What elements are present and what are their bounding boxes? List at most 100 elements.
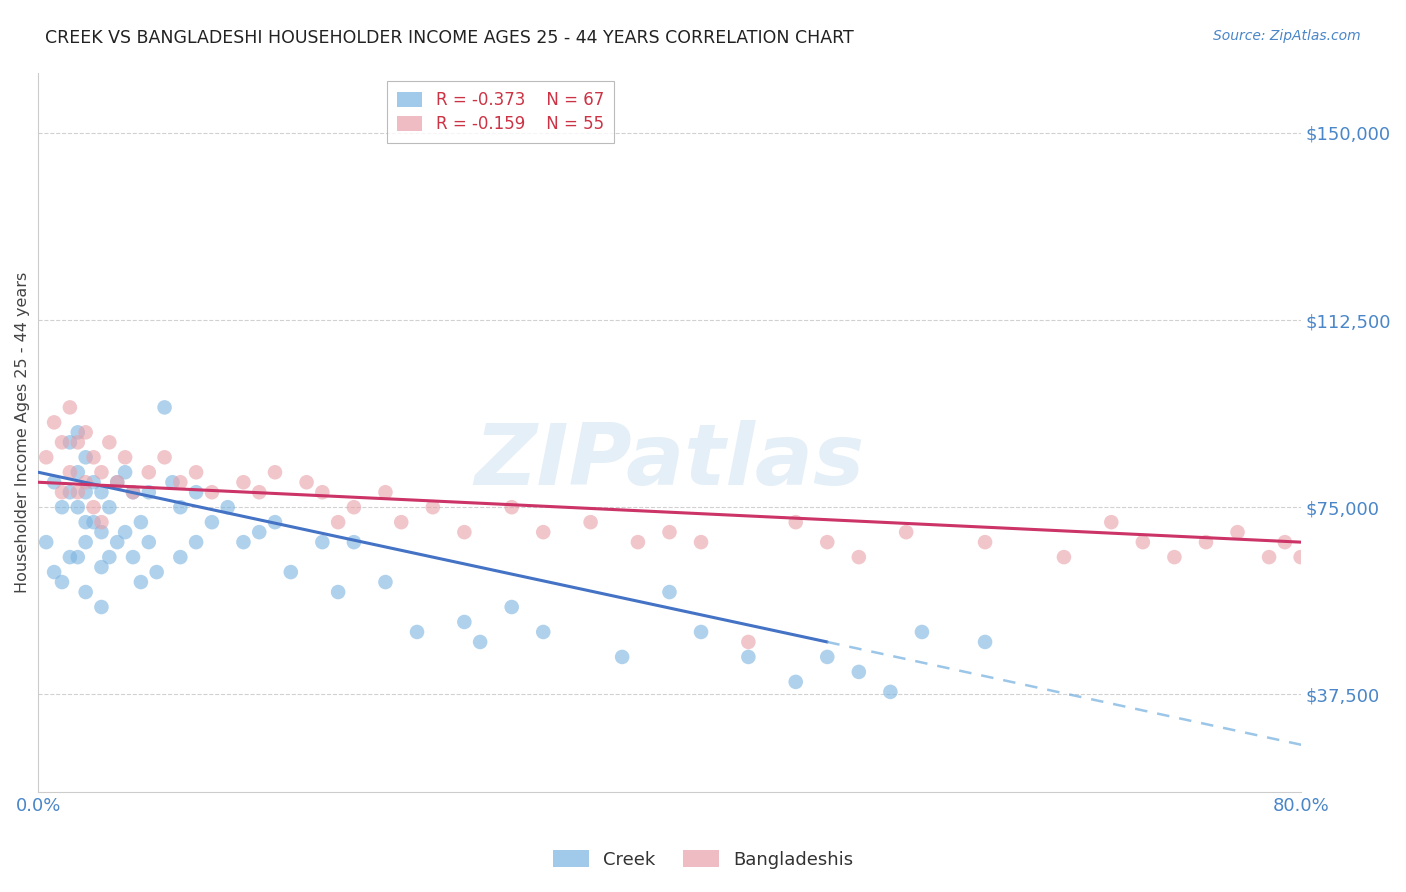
Point xyxy=(90,485,112,500)
Point xyxy=(501,600,523,615)
Point xyxy=(1274,535,1296,549)
Point xyxy=(42,475,65,490)
Point xyxy=(815,649,838,664)
Point xyxy=(83,500,105,515)
Point xyxy=(184,465,207,479)
Point xyxy=(389,515,412,529)
Point xyxy=(690,535,713,549)
Point xyxy=(90,515,112,529)
Point xyxy=(896,525,918,540)
Point xyxy=(66,435,89,450)
Point xyxy=(35,450,58,465)
Point xyxy=(1053,550,1076,565)
Point xyxy=(326,585,349,599)
Point xyxy=(66,465,89,479)
Point xyxy=(114,465,136,479)
Point xyxy=(51,435,73,450)
Point xyxy=(138,465,160,479)
Point xyxy=(911,625,934,640)
Point xyxy=(83,475,105,490)
Point xyxy=(98,435,121,450)
Point xyxy=(66,485,89,500)
Point xyxy=(815,535,838,549)
Point xyxy=(468,635,491,649)
Point xyxy=(737,635,759,649)
Point xyxy=(75,475,97,490)
Point xyxy=(122,485,145,500)
Point xyxy=(658,585,681,599)
Point xyxy=(169,500,191,515)
Point xyxy=(59,435,82,450)
Point xyxy=(406,625,429,640)
Point xyxy=(737,649,759,664)
Point xyxy=(129,575,152,590)
Point xyxy=(343,535,366,549)
Legend: Creek, Bangladeshis: Creek, Bangladeshis xyxy=(546,843,860,876)
Point xyxy=(59,485,82,500)
Point xyxy=(627,535,650,549)
Point xyxy=(848,665,870,679)
Point xyxy=(59,401,82,415)
Point xyxy=(90,560,112,574)
Point xyxy=(138,485,160,500)
Point xyxy=(848,550,870,565)
Point xyxy=(264,465,287,479)
Point xyxy=(232,475,254,490)
Point xyxy=(453,615,475,629)
Point xyxy=(145,565,167,579)
Point xyxy=(66,425,89,440)
Point xyxy=(1163,550,1185,565)
Point xyxy=(280,565,302,579)
Point xyxy=(374,575,396,590)
Point xyxy=(42,565,65,579)
Point xyxy=(129,515,152,529)
Point xyxy=(343,500,366,515)
Point xyxy=(531,625,554,640)
Point xyxy=(422,500,444,515)
Point xyxy=(42,415,65,429)
Point xyxy=(247,525,270,540)
Point xyxy=(264,515,287,529)
Point xyxy=(974,535,997,549)
Point xyxy=(90,600,112,615)
Point xyxy=(1099,515,1122,529)
Point xyxy=(295,475,318,490)
Point xyxy=(83,515,105,529)
Point xyxy=(374,485,396,500)
Point xyxy=(35,535,58,549)
Point xyxy=(105,535,128,549)
Point xyxy=(1132,535,1154,549)
Point xyxy=(153,450,176,465)
Point xyxy=(98,500,121,515)
Point xyxy=(153,401,176,415)
Point xyxy=(690,625,713,640)
Point xyxy=(1226,525,1249,540)
Point xyxy=(138,535,160,549)
Point xyxy=(122,485,145,500)
Point xyxy=(531,525,554,540)
Point xyxy=(66,500,89,515)
Point xyxy=(169,475,191,490)
Point xyxy=(114,450,136,465)
Point xyxy=(66,550,89,565)
Point xyxy=(105,475,128,490)
Point xyxy=(51,575,73,590)
Point xyxy=(1289,550,1312,565)
Point xyxy=(1258,550,1281,565)
Point xyxy=(122,550,145,565)
Text: ZIPatlas: ZIPatlas xyxy=(474,419,865,502)
Point xyxy=(162,475,184,490)
Point xyxy=(75,425,97,440)
Point xyxy=(59,465,82,479)
Y-axis label: Householder Income Ages 25 - 44 years: Householder Income Ages 25 - 44 years xyxy=(15,272,30,593)
Point xyxy=(114,525,136,540)
Point xyxy=(501,500,523,515)
Point xyxy=(974,635,997,649)
Point xyxy=(51,485,73,500)
Point xyxy=(879,685,901,699)
Point xyxy=(90,525,112,540)
Point xyxy=(98,550,121,565)
Point xyxy=(75,515,97,529)
Legend: R = -0.373    N = 67, R = -0.159    N = 55: R = -0.373 N = 67, R = -0.159 N = 55 xyxy=(388,81,614,143)
Point xyxy=(75,535,97,549)
